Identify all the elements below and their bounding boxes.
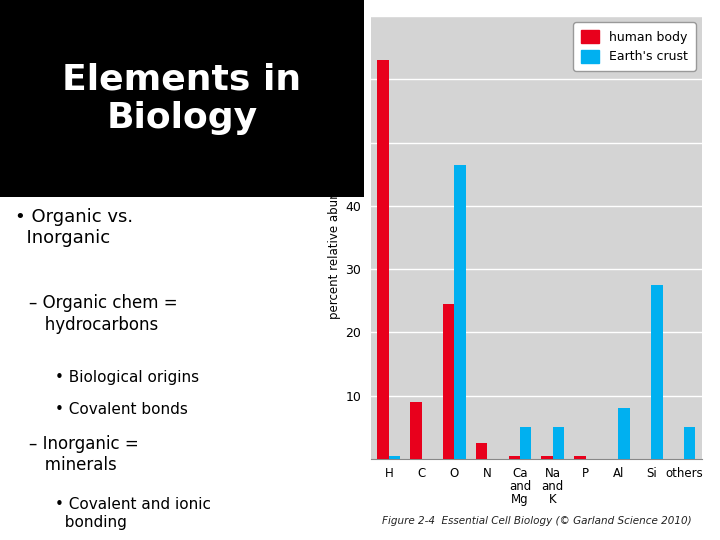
Text: – Inorganic =
   minerals: – Inorganic = minerals <box>29 435 139 474</box>
Text: Elements in
Biology: Elements in Biology <box>62 63 302 134</box>
Text: • Covalent bonds: • Covalent bonds <box>55 402 187 417</box>
Bar <box>476 443 487 459</box>
Text: Figure 2-4  Essential Cell Biology (© Garland Science 2010): Figure 2-4 Essential Cell Biology (© Gar… <box>382 516 691 526</box>
Text: • Organic vs.
  Inorganic: • Organic vs. Inorganic <box>14 208 132 247</box>
Legend: human body, Earth's crust: human body, Earth's crust <box>573 23 696 71</box>
Bar <box>574 456 585 459</box>
Bar <box>410 402 422 459</box>
Y-axis label: percent relative abundance: percent relative abundance <box>328 156 341 319</box>
Text: • Covalent and ionic
  bonding: • Covalent and ionic bonding <box>55 497 210 530</box>
Bar <box>377 60 389 459</box>
Bar <box>618 408 630 459</box>
Bar <box>389 456 400 459</box>
Text: – Organic chem =
   hydrocarbons: – Organic chem = hydrocarbons <box>29 294 178 334</box>
Bar <box>651 285 662 459</box>
Bar <box>684 427 696 459</box>
Bar <box>0 0 364 197</box>
Bar <box>553 427 564 459</box>
Bar <box>443 304 454 459</box>
Bar <box>520 427 531 459</box>
Bar <box>454 165 466 459</box>
Text: • Biological origins: • Biological origins <box>55 370 199 385</box>
Bar <box>541 456 553 459</box>
Bar <box>508 456 520 459</box>
